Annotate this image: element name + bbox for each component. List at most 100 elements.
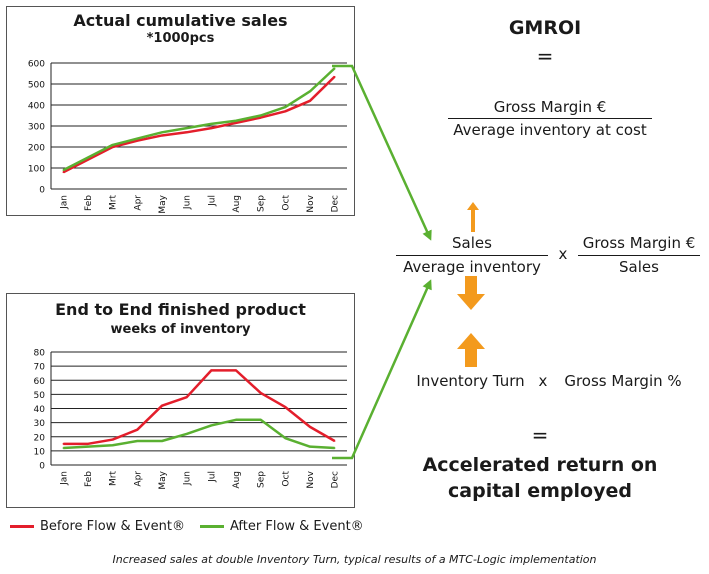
weeks-point bbox=[87, 445, 89, 448]
legend-swatch-after bbox=[200, 525, 224, 528]
weeks-point bbox=[87, 443, 89, 445]
equals-sign-1: = bbox=[536, 44, 554, 68]
fraction-line-3 bbox=[578, 255, 700, 256]
sales-denominator: Sales bbox=[619, 258, 659, 276]
gmroi-label: GMROI bbox=[508, 17, 582, 39]
sales-y-tick-label: 500 bbox=[28, 81, 45, 91]
weeks-x-tick-label: Jan bbox=[59, 471, 69, 486]
caption: Increased sales at double Inventory Turn… bbox=[112, 553, 597, 566]
weeks-point bbox=[136, 428, 139, 431]
result-line-1: Accelerated return on bbox=[422, 454, 658, 476]
sales-x-tick-label: Apr bbox=[133, 195, 143, 211]
legend-item-after: After Flow & Event® bbox=[200, 519, 364, 534]
weeks-x-tick-label: Apr bbox=[133, 471, 143, 487]
weeks-x-tick-label: Jul bbox=[207, 471, 217, 483]
sales-series-line-before bbox=[62, 75, 336, 174]
weeks-x-tick-label: Jun bbox=[183, 471, 193, 486]
weeks-x-tick-label: Feb bbox=[84, 471, 94, 487]
weeks-y-tick-label: 40 bbox=[34, 405, 46, 415]
sales-point bbox=[309, 90, 311, 93]
weeks-x-tick-label: Dec bbox=[331, 471, 341, 488]
weeks-point bbox=[136, 440, 139, 442]
sales-series-line-after bbox=[62, 67, 336, 172]
sales-point bbox=[309, 100, 311, 102]
arrow-up-icon bbox=[457, 333, 485, 367]
weeks-y-tick-label: 60 bbox=[34, 377, 46, 387]
weeks-y-tick-label: 30 bbox=[34, 419, 46, 429]
sales-numerator: Sales bbox=[452, 234, 492, 252]
arrow-up-small-icon bbox=[467, 202, 479, 232]
gross-margin-numerator-2: Gross Margin € bbox=[582, 234, 696, 252]
weeks-series-line-before bbox=[63, 369, 336, 446]
sales-point bbox=[210, 127, 213, 129]
sales-chart-title: Actual cumulative sales bbox=[73, 11, 288, 30]
inventory-weeks-chart-panel: End to End finished product weeks of inv… bbox=[6, 293, 355, 508]
sales-point bbox=[62, 169, 65, 171]
sales-point bbox=[284, 106, 287, 108]
sales-point bbox=[161, 134, 163, 137]
fraction-line-1 bbox=[448, 118, 652, 119]
weeks-point bbox=[210, 424, 213, 427]
sales-point bbox=[185, 131, 188, 134]
weeks-point bbox=[309, 426, 311, 428]
weeks-point bbox=[185, 396, 188, 398]
weeks-x-tick-label: Aug bbox=[232, 471, 242, 489]
sales-x-tick-label: Dec bbox=[331, 195, 341, 212]
sales-point bbox=[333, 67, 336, 70]
sales-x-tick-label: Oct bbox=[281, 195, 291, 211]
weeks-point bbox=[161, 404, 163, 407]
sales-x-tick-label: May bbox=[158, 194, 168, 213]
weeks-y-tick-label: 70 bbox=[34, 363, 46, 373]
sales-point bbox=[235, 119, 237, 122]
weeks-point bbox=[333, 447, 336, 449]
sales-chart-panel: Actual cumulative sales *1000pcs 0 100 200… bbox=[6, 6, 355, 216]
sales-point bbox=[210, 123, 213, 125]
weeks-point bbox=[161, 440, 163, 442]
weeks-x-tick-label: May bbox=[158, 470, 168, 489]
gross-margin-numerator: Gross Margin € bbox=[493, 98, 607, 116]
weeks-point bbox=[259, 419, 262, 421]
weeks-x-tick-label: Mrt bbox=[109, 471, 119, 486]
weeks-x-tick-label: Nov bbox=[306, 470, 316, 488]
weeks-point bbox=[210, 369, 213, 372]
weeks-point bbox=[111, 444, 114, 447]
legend-swatch-before bbox=[10, 525, 34, 528]
sales-chart-plot: 0 100 200 300 400 500 600 Jan Feb Mrt Apr May Jun Jul… bbox=[28, 60, 347, 214]
sales-point bbox=[259, 114, 262, 117]
weeks-y-tick-label: 20 bbox=[34, 433, 46, 443]
sales-point bbox=[235, 122, 237, 124]
weeks-point bbox=[185, 433, 188, 435]
sales-x-tick-label: Feb bbox=[84, 195, 94, 211]
times-sign-2: x bbox=[538, 372, 548, 390]
sales-point bbox=[259, 116, 262, 119]
weeks-point bbox=[62, 447, 65, 449]
weeks-chart-title: End to End finished product bbox=[55, 300, 306, 319]
equals-sign-2: = bbox=[531, 423, 549, 447]
gross-margin-pct-label: Gross Margin % bbox=[564, 372, 682, 390]
weeks-point bbox=[284, 406, 287, 408]
weeks-point bbox=[235, 369, 237, 372]
sales-point bbox=[62, 171, 65, 173]
weeks-point bbox=[235, 419, 237, 421]
weeks-x-tick-label: Oct bbox=[281, 471, 291, 487]
sales-y-tick-label: 400 bbox=[28, 102, 45, 112]
sales-y-tick-label: 600 bbox=[28, 60, 45, 70]
weeks-y-tick-label: 10 bbox=[34, 447, 46, 457]
weeks-point bbox=[309, 445, 311, 448]
sales-x-tick-label: Sep bbox=[257, 195, 267, 212]
sales-y-tick-label: 0 bbox=[39, 186, 45, 196]
fraction-line-2 bbox=[396, 255, 548, 256]
sales-x-tick-label: Jun bbox=[183, 195, 193, 210]
sales-point bbox=[111, 144, 114, 146]
sales-point bbox=[185, 127, 188, 129]
sales-x-tick-label: Mrt bbox=[109, 195, 119, 210]
sales-point bbox=[136, 139, 139, 142]
weeks-point bbox=[111, 438, 114, 441]
sales-point bbox=[136, 137, 139, 140]
sales-x-tick-label: Jan bbox=[59, 195, 69, 210]
sales-point bbox=[87, 156, 89, 159]
sales-x-tick-label: Aug bbox=[232, 195, 242, 213]
sales-y-tick-label: 100 bbox=[28, 165, 45, 175]
legend-label-after: After Flow & Event® bbox=[230, 519, 364, 534]
sales-y-tick-label: 200 bbox=[28, 144, 45, 154]
